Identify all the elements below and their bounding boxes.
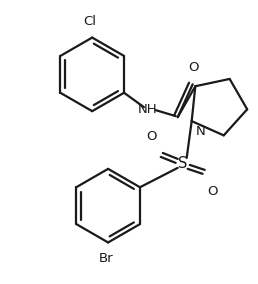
- Text: O: O: [147, 130, 157, 143]
- Text: NH: NH: [138, 103, 158, 116]
- Text: O: O: [207, 185, 218, 198]
- Text: Br: Br: [99, 252, 114, 266]
- Text: S: S: [178, 156, 187, 171]
- Text: N: N: [196, 125, 205, 138]
- Text: Cl: Cl: [84, 14, 97, 28]
- Text: O: O: [188, 61, 199, 74]
